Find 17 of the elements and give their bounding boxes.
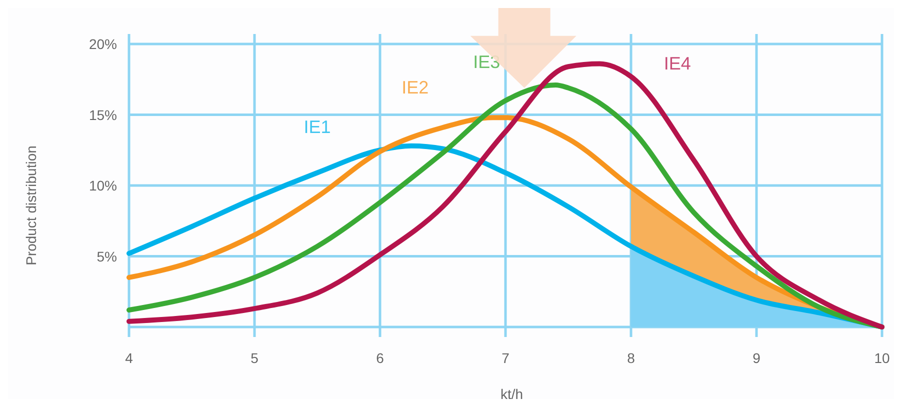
y-tick-label: 10% [88,178,117,194]
x-tick-label: 7 [502,350,510,366]
x-tick-label: 10 [874,350,890,366]
x-tick-label: 9 [752,350,761,366]
x-axis-title: kt/h [500,386,524,402]
x-tick-label: 4 [125,350,134,366]
y-tick-label: 5% [96,248,117,264]
y-tick-label: 15% [88,106,117,123]
series-label: IE2 [402,78,429,98]
series-label: IE3 [473,52,500,72]
series-label: IE4 [664,53,691,74]
y-tick-label: 20% [88,36,117,52]
x-tick-label: 8 [627,350,636,366]
series-label: IE1 [304,117,331,138]
x-tick-label: 6 [376,350,384,366]
x-tick-label: 5 [250,350,259,366]
y-axis-title: Product distribution [23,146,39,266]
